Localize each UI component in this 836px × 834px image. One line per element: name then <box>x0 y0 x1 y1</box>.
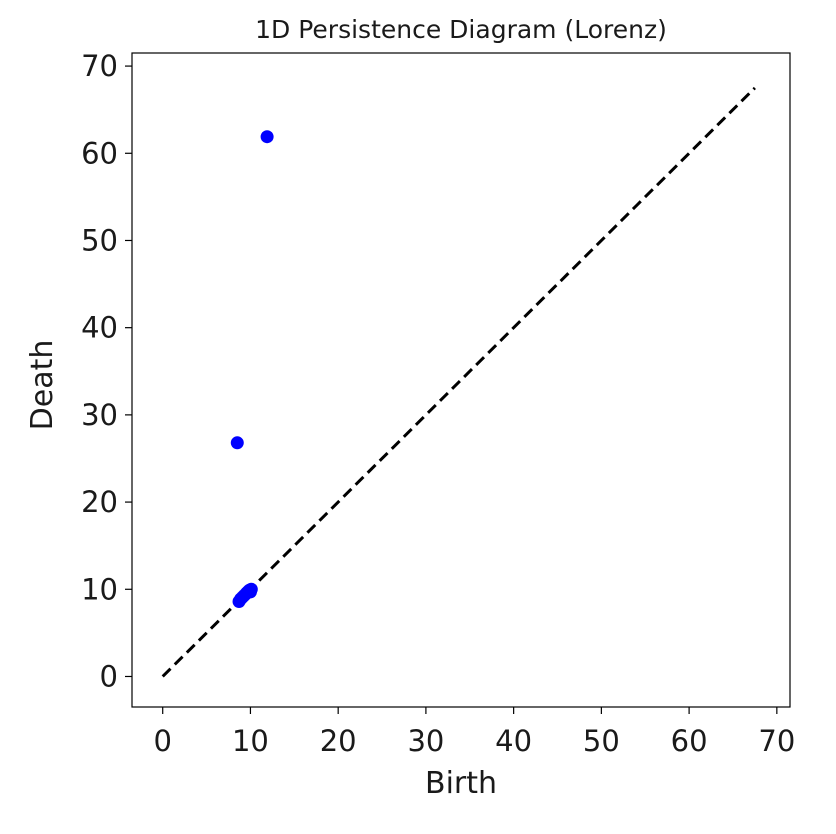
y-axis-title: Death <box>25 340 60 431</box>
x-tick-label-50: 50 <box>583 724 620 758</box>
x-tick-label-20: 20 <box>320 724 357 758</box>
y-tick-label-70: 70 <box>81 49 118 83</box>
y-tick-label-50: 50 <box>81 223 118 257</box>
x-tick-label-30: 30 <box>407 724 444 758</box>
x-tick-label-0: 0 <box>153 724 171 758</box>
y-ticks-layer: 0 10 20 30 40 50 60 70 <box>81 49 132 693</box>
x-tick-label-10: 10 <box>232 724 269 758</box>
y-tick-label-60: 60 <box>81 136 118 170</box>
plot-area <box>131 52 791 708</box>
data-points-layer <box>230 130 274 608</box>
chart-title: 1D Persistence Diagram (Lorenz) <box>255 15 667 44</box>
data-point <box>243 585 257 599</box>
y-tick-label-40: 40 <box>81 311 118 345</box>
y-tick-label-0: 0 <box>100 659 118 693</box>
y-tick-label-20: 20 <box>81 485 118 519</box>
axes-frame-border <box>131 52 791 708</box>
y-tick-label-30: 30 <box>81 398 118 432</box>
x-ticks-layer: 0 10 20 30 40 50 60 70 <box>153 707 795 758</box>
x-tick-label-70: 70 <box>758 724 795 758</box>
x-axis-title: Birth <box>425 766 497 801</box>
data-point <box>260 130 274 144</box>
x-tick-label-60: 60 <box>671 724 708 758</box>
diagonal-reference-line <box>161 86 756 678</box>
diagonal-line-layer <box>161 86 756 678</box>
y-tick-label-10: 10 <box>81 572 118 606</box>
data-point <box>230 436 244 450</box>
x-tick-label-40: 40 <box>495 724 532 758</box>
